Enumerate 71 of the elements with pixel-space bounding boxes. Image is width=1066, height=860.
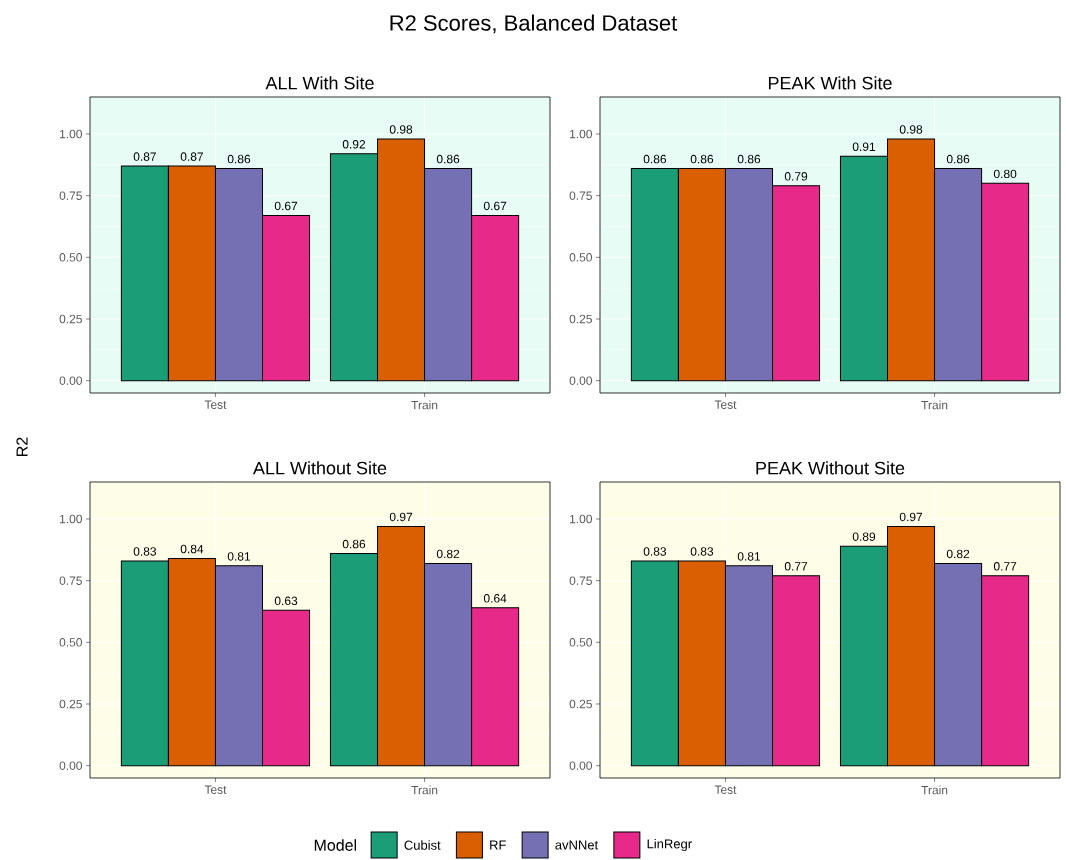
data-label: 0.92	[342, 140, 366, 149]
y-tick-label: 0.00	[569, 376, 593, 385]
y-tick-label: 0.00	[59, 376, 82, 385]
y-tick-label: 0.25	[569, 699, 592, 709]
data-label: 0.77	[993, 562, 1017, 571]
text: R2 Scores, Balanced Dataset	[390, 14, 678, 34]
data-label: 0.86	[342, 539, 366, 549]
chart-title: PEAK Without Site	[756, 461, 905, 475]
x-tick-label: Test	[204, 400, 227, 409]
y-tick-label: 0.75	[569, 191, 592, 200]
data-label: 0.81	[227, 552, 251, 561]
y-tick-label: 0.25	[59, 699, 82, 709]
data-label: 0.67	[483, 201, 507, 211]
data-label: 0.84	[180, 544, 204, 554]
y-tick-label: 0.50	[569, 253, 593, 262]
data-label: 0.98	[389, 125, 413, 134]
data-label: 0.79	[784, 172, 808, 181]
data-label: 0.97	[899, 512, 923, 522]
y-tick-label: 1.00	[570, 514, 593, 524]
data-label: 0.91	[852, 142, 876, 151]
data-label: 0.63	[274, 596, 298, 606]
x-tick-label: Test	[714, 400, 737, 409]
data-label: 0.86	[436, 154, 460, 164]
data-label: 0.98	[899, 125, 923, 134]
y-tick-label: 1.00	[60, 514, 82, 524]
y-tick-label: 0.50	[59, 638, 82, 647]
data-label: 0.80	[993, 169, 1017, 179]
y-tick-label: 0.00	[569, 761, 593, 770]
data-label: 0.81	[737, 552, 761, 561]
data-label: 0.82	[946, 549, 970, 559]
data-label: 0.87	[133, 152, 156, 161]
data-label: 0.87	[180, 152, 203, 161]
data-label: 0.89	[852, 532, 876, 541]
x-tick-label: Train	[411, 400, 438, 410]
legend-label: Cubist	[404, 840, 441, 850]
chart-title: PEAK With Site	[768, 76, 892, 90]
data-label: 0.83	[643, 547, 667, 556]
y-tick-label: 0.75	[59, 191, 82, 200]
y-tick-label: 0.75	[59, 576, 82, 585]
x-tick-label: Train	[921, 400, 948, 410]
data-label: 0.77	[784, 562, 808, 571]
legend-label: avNNet	[555, 840, 599, 850]
chart-title: ALL With Site	[265, 76, 374, 90]
data-label: 0.83	[133, 547, 157, 556]
y-tick-label: 0.50	[569, 638, 593, 647]
data-label: 0.97	[389, 512, 413, 522]
x-tick-label: Test	[204, 785, 227, 794]
y-tick-label: 0.25	[59, 314, 82, 324]
y-tick-label: 0.50	[59, 253, 82, 262]
y-tick-label: 0.00	[59, 761, 82, 770]
data-label: 0.86	[737, 154, 761, 164]
y-tick-label: 0.25	[569, 314, 592, 324]
data-label: 0.67	[274, 201, 298, 211]
chart-title: ALL Without Site	[253, 461, 387, 475]
data-label: 0.86	[690, 154, 714, 164]
y-tick-label: 1.00	[60, 129, 82, 139]
legend-title: Model	[314, 839, 357, 851]
data-label: 0.86	[946, 154, 970, 164]
x-tick-label: Test	[714, 785, 737, 794]
legend-label: LinRegr	[647, 838, 692, 852]
y-axis-title: R2	[16, 437, 28, 456]
data-label: 0.86	[643, 154, 667, 164]
data-label: 0.83	[690, 547, 714, 556]
data-label: 0.82	[436, 549, 460, 559]
x-tick-label: Train	[921, 785, 948, 795]
y-tick-label: 1.00	[570, 129, 593, 139]
y-tick-label: 0.75	[569, 576, 592, 585]
data-label: 0.86	[227, 154, 251, 164]
x-tick-label: Train	[411, 785, 438, 795]
data-label: 0.64	[483, 594, 507, 603]
legend-label: RF	[490, 840, 506, 850]
